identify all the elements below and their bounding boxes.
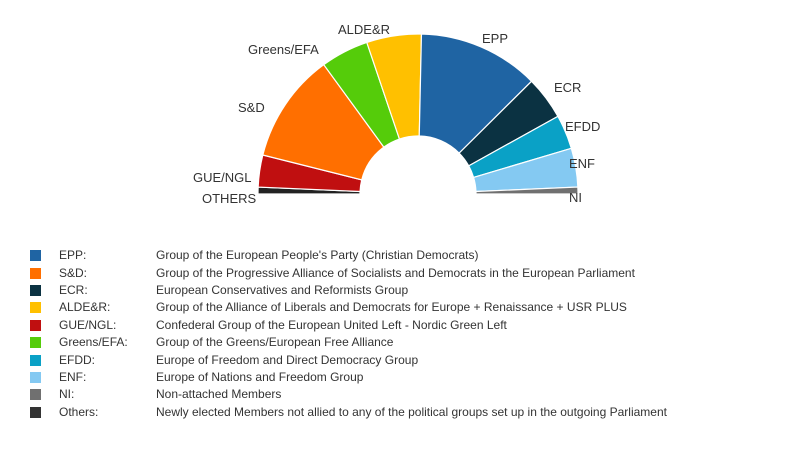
legend-item: NI: Non-attached Members: [30, 386, 790, 403]
legend-description: Europe of Nations and Freedom Group: [156, 369, 364, 384]
legend-swatch: [30, 406, 41, 418]
hemicycle-chart: OTHERS GUE/NGL S&D Greens/EFA ALDE&R EPP ECR EF…: [0, 0, 800, 215]
legend-item: GUE/NGL: Confederal Group of the European…: [30, 317, 790, 334]
legend-item: Greens/EFA: Group of the Greens/European …: [30, 334, 790, 351]
legend-item: Others: Newly elected Members not allied …: [30, 404, 790, 421]
legend-item: ALDE&R: Group of the Alliance of Liberals…: [30, 299, 790, 316]
legend-swatch: [30, 371, 41, 383]
legend-item: ENF: Europe of Nations and Freedom Group: [30, 369, 790, 386]
segment-label-aldeandr: ALDE&R: [338, 22, 390, 37]
legend-item: EPP: Group of the European People's Party…: [30, 247, 790, 264]
legend-item: EFDD: Europe of Freedom and Direct Democr…: [30, 351, 790, 368]
legend-item: ECR: European Conservatives and Reformist…: [30, 282, 790, 299]
legend-abbr: EFDD:: [59, 352, 95, 367]
legend-abbr: S&D:: [59, 265, 88, 280]
legend-swatch: [30, 389, 41, 401]
legend-swatch: [30, 284, 41, 296]
legend-swatch: [30, 267, 41, 279]
segment-label-epp: EPP: [482, 31, 508, 46]
segment-label-enf: ENF: [569, 156, 595, 171]
segment-label-ni: NI: [569, 190, 582, 205]
legend-abbr: Others:: [59, 404, 99, 419]
legend-swatch: [30, 319, 41, 331]
segment-label-others: OTHERS: [202, 191, 257, 206]
legend-abbr: NI:: [59, 387, 75, 402]
segment-label-sandd: S&D: [238, 100, 265, 115]
legend-description: Group of the Greens/European Free Allian…: [156, 335, 394, 350]
segment-label-greens-efa: Greens/EFA: [248, 42, 319, 57]
legend-description: Europe of Freedom and Direct Democracy G…: [156, 352, 419, 367]
legend-description: Confederal Group of the European United …: [156, 317, 507, 332]
legend-swatch: [30, 302, 41, 314]
hemicycle-svg: OTHERS GUE/NGL S&D Greens/EFA ALDE&R EPP ECR EF…: [193, 22, 600, 206]
legend-abbr: ALDE&R:: [59, 300, 111, 315]
legend-description: Newly elected Members not allied to any …: [156, 404, 667, 419]
legend: EPP: Group of the European People's Party…: [30, 247, 790, 421]
legend-swatch: [30, 337, 41, 349]
segment-label-gue-ngl: GUE/NGL: [193, 170, 252, 185]
legend-abbr: ECR:: [59, 282, 88, 297]
legend-item: S&D: Group of the Progressive Alliance of…: [30, 264, 790, 281]
legend-abbr: Greens/EFA:: [59, 335, 128, 350]
legend-swatch: [30, 354, 41, 366]
legend-description: European Conservatives and Reformists Gr…: [156, 282, 409, 297]
segment-label-efdd: EFDD: [565, 119, 600, 134]
legend-swatch: [30, 250, 41, 262]
segment-label-ecr: ECR: [554, 80, 581, 95]
legend-description: Group of the Alliance of Liberals and De…: [156, 300, 627, 315]
legend-abbr: EPP:: [59, 248, 87, 263]
legend-description: Group of the Progressive Alliance of Soc…: [156, 265, 635, 280]
legend-abbr: ENF:: [59, 369, 87, 384]
segment-ni: [475, 186, 579, 195]
legend-description: Group of the European People's Party (Ch…: [156, 248, 479, 263]
legend-description: Non-attached Members: [156, 387, 282, 402]
legend-abbr: GUE/NGL:: [59, 317, 117, 332]
